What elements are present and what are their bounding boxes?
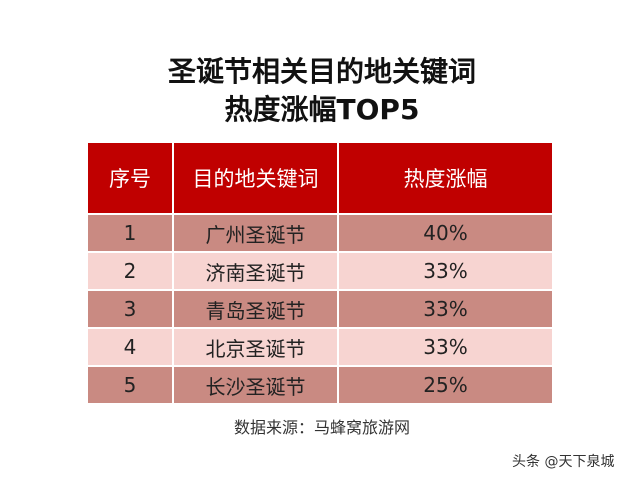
rank-cell: 3 [86,289,174,329]
growth-cell: 25% [337,365,554,405]
header-growth: 热度涨幅 [337,141,554,215]
growth-cell: 33% [337,251,554,291]
title-line-2: 热度涨幅TOP5 [224,93,420,126]
rank-cell: 5 [86,365,174,405]
keyword-cell: 青岛圣诞节 [172,289,339,329]
header-keyword: 目的地关键词 [172,141,339,215]
watermark: 头条 @天下泉城 [512,454,615,470]
title-line-1: 圣诞节相关目的地关键词 [167,55,476,88]
growth-cell: 33% [337,327,554,367]
table-row: 2 济南圣诞节 33% [86,251,554,291]
table-row: 5 长沙圣诞节 25% [86,365,554,405]
keyword-cell: 长沙圣诞节 [172,365,339,405]
keyword-cell: 北京圣诞节 [172,327,339,367]
table-header-row: 序号 目的地关键词 热度涨幅 [86,141,554,215]
rank-cell: 4 [86,327,174,367]
growth-cell: 40% [337,213,554,253]
data-source-note: 数据来源：马蜂窝旅游网 [233,418,410,437]
keyword-cell: 广州圣诞节 [172,213,339,253]
growth-cell: 33% [337,289,554,329]
table-row: 1 广州圣诞节 40% [86,213,554,253]
rank-cell: 2 [86,251,174,291]
rank-cell: 1 [86,213,174,253]
table-row: 3 青岛圣诞节 33% [86,289,554,329]
keyword-cell: 济南圣诞节 [172,251,339,291]
ranking-table: 序号 目的地关键词 热度涨幅 1 广州圣诞节 40% 2 济南圣诞节 33% 3… [86,141,554,405]
table-row: 4 北京圣诞节 33% [86,327,554,367]
header-rank: 序号 [86,141,174,215]
